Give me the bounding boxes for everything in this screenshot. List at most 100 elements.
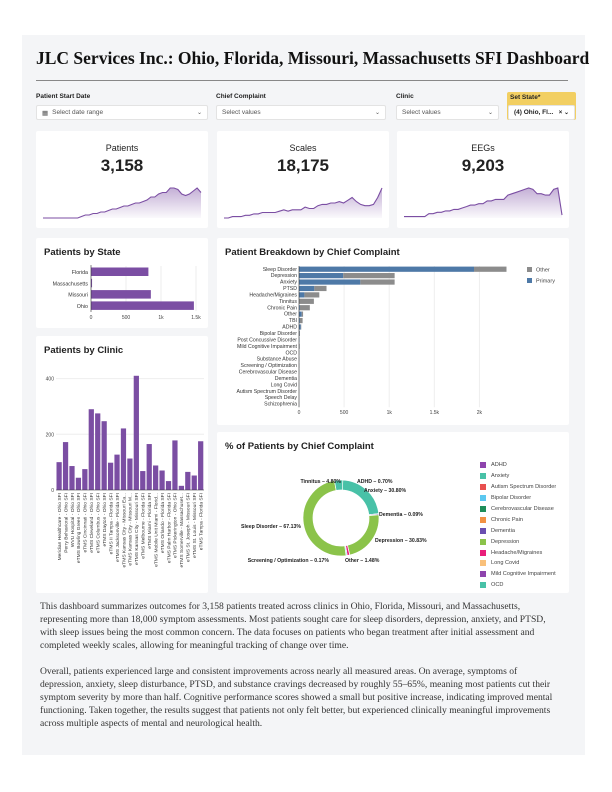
slice-label: Tinnitus – 4.80% xyxy=(300,479,341,485)
slice-label: Other – 1.48% xyxy=(345,558,380,564)
legend-swatch xyxy=(480,571,486,578)
slice-label: Dementia – 0.09% xyxy=(379,512,423,518)
x-tick-label: Meridian Healthcare - Ohio SFI xyxy=(57,493,63,560)
legend-label: Mild Cognitive Impairment xyxy=(491,571,556,578)
chevron-down-icon: ⌄ xyxy=(487,110,493,116)
bar xyxy=(91,290,151,299)
y-tick-label: Ohio xyxy=(77,304,88,310)
set-state-select[interactable]: (4) Ohio, Fl... × ⌄ xyxy=(508,105,575,120)
legend-item[interactable]: Dementia xyxy=(480,525,556,536)
bar xyxy=(82,469,88,490)
bar xyxy=(114,454,120,490)
bar-segment xyxy=(299,273,344,279)
y-tick-label: Dementia xyxy=(275,376,297,382)
legend-swatch xyxy=(480,527,486,534)
start-date-picker[interactable]: ▦ Select date range ⌄ xyxy=(36,105,208,120)
x-tick-label: 1.5k xyxy=(191,315,201,321)
slice-label: Screening / Optimization – 0.17% xyxy=(248,558,330,564)
bar-segment xyxy=(299,298,314,304)
legend-item[interactable]: Bipolar Disorder xyxy=(480,493,556,504)
sparkline-line xyxy=(43,187,202,219)
legend-item[interactable]: Autism Spectrum Disorder xyxy=(480,482,556,493)
legend-item[interactable]: Mild Cognitive Impairment xyxy=(480,569,556,580)
legend-label: Headache/Migraines xyxy=(491,549,543,556)
x-tick-label: eTMS II Tampa - Florida SFI xyxy=(108,493,114,554)
y-tick-label: PTSD xyxy=(283,286,297,292)
bar xyxy=(159,470,165,490)
bar-segment xyxy=(360,279,395,285)
x-tick-label: eTMS Cleveland - Ohio SFI xyxy=(89,493,95,553)
legend-item[interactable]: Chronic Pain xyxy=(480,514,556,525)
x-tick-label: eTMS Pickerington - Ohio SFI xyxy=(173,493,179,558)
set-state-filter: Set State* (4) Ohio, Fl... × ⌄ xyxy=(507,92,576,120)
legend-swatch xyxy=(480,473,486,480)
legend-label: Depression xyxy=(491,538,520,545)
x-tick-label: eTMS Kansas City - Missouri M... xyxy=(128,493,134,566)
bar xyxy=(91,267,149,276)
chief-complaint-select[interactable]: Select values ⌄ xyxy=(216,105,386,120)
x-tick-label: eTMS Melbourne - Florida SFI xyxy=(141,493,147,559)
bar xyxy=(140,471,146,490)
legend-item[interactable]: Anxiety xyxy=(480,471,556,482)
legend-item[interactable]: Long Covid xyxy=(480,558,556,569)
y-tick-label: Bipolar Disorder xyxy=(260,331,297,337)
x-tick-label: eTMS Cincinnati - Ohio SFI xyxy=(83,493,89,553)
slice-label: Sleep Disorder – 67.13% xyxy=(241,524,301,530)
bar xyxy=(198,441,204,490)
donut-chart: ADHD – 0.70% Anxiety – 30.80% Dementia – 0… xyxy=(241,479,427,564)
y-tick-label: 0 xyxy=(51,488,54,494)
legend-swatch xyxy=(480,538,486,545)
legend-swatch xyxy=(480,495,486,502)
bar-segment xyxy=(299,317,303,324)
legend-swatch xyxy=(480,506,486,512)
kpi-value: 3,158 xyxy=(100,156,144,175)
bar-segment xyxy=(299,305,300,311)
chief-complaint-label: Chief Complaint xyxy=(216,93,266,100)
y-tick-label: 200 xyxy=(46,432,55,438)
y-tick-label: OCD xyxy=(285,350,297,356)
bar xyxy=(120,428,127,490)
kpi-eegs: EEGs 9,203 xyxy=(397,131,569,228)
legend-item[interactable]: ADHD xyxy=(480,460,556,471)
donut-slice xyxy=(341,479,380,516)
x-tick-label: eTMS Dayton - Ohio SFI xyxy=(102,493,108,547)
legend-item[interactable]: Depression xyxy=(480,536,556,547)
bar-segment xyxy=(474,266,507,272)
legend-label: Bipolar Disorder xyxy=(491,495,532,502)
y-tick-label: Florida xyxy=(72,270,88,276)
bar xyxy=(172,440,178,490)
kpi-label: Patients xyxy=(105,143,139,153)
x-tick-label: WVU Hospital - Ohio SFI xyxy=(70,493,76,547)
legend-item[interactable]: Headache/Migraines xyxy=(480,547,556,558)
legend-item[interactable]: OCD xyxy=(480,580,556,588)
x-tick-label: eTMS Mobile Unit Miami - Florid... xyxy=(153,493,159,567)
y-tick-label: Cerebrovascular Disease xyxy=(239,370,297,376)
sparkline-area xyxy=(404,188,562,218)
sparkline xyxy=(224,187,383,219)
x-tick-label: 1k xyxy=(387,410,393,416)
start-date-label: Patient Start Date xyxy=(36,93,91,100)
bar xyxy=(62,442,69,490)
x-tick-label: 500 xyxy=(122,315,131,321)
bar xyxy=(178,485,184,490)
sparkline-line xyxy=(404,187,563,218)
bar xyxy=(88,409,94,490)
clinic-select[interactable]: Select values ⌄ xyxy=(396,105,499,120)
legend-label: Long Covid xyxy=(491,560,520,567)
y-tick-label: Other xyxy=(284,312,297,318)
legend-label: Cerebrovascular Disease xyxy=(491,506,554,512)
kpi-label: EEGs xyxy=(471,143,495,153)
x-tick-label: eTMS Jacksonville - Florida SFI xyxy=(115,493,121,562)
legend-swatch xyxy=(527,278,532,283)
y-tick-label: Tinnitus xyxy=(279,299,297,305)
bar-segment xyxy=(343,273,395,279)
legend-item[interactable]: Cerebrovascular Disease xyxy=(480,504,556,515)
y-tick-label: Anxiety xyxy=(280,280,297,286)
x-tick-label: 1k xyxy=(158,315,164,321)
x-tick-label: eTMS Orlando - Florida SFI xyxy=(160,493,166,553)
kpi-label: Scales xyxy=(289,143,317,153)
clear-icon[interactable]: × ⌄ xyxy=(558,110,569,116)
chart-title: % of Patients by Chief Complaint xyxy=(225,441,374,452)
bar-segment xyxy=(299,279,361,285)
clinic-label: Clinic xyxy=(396,93,414,100)
